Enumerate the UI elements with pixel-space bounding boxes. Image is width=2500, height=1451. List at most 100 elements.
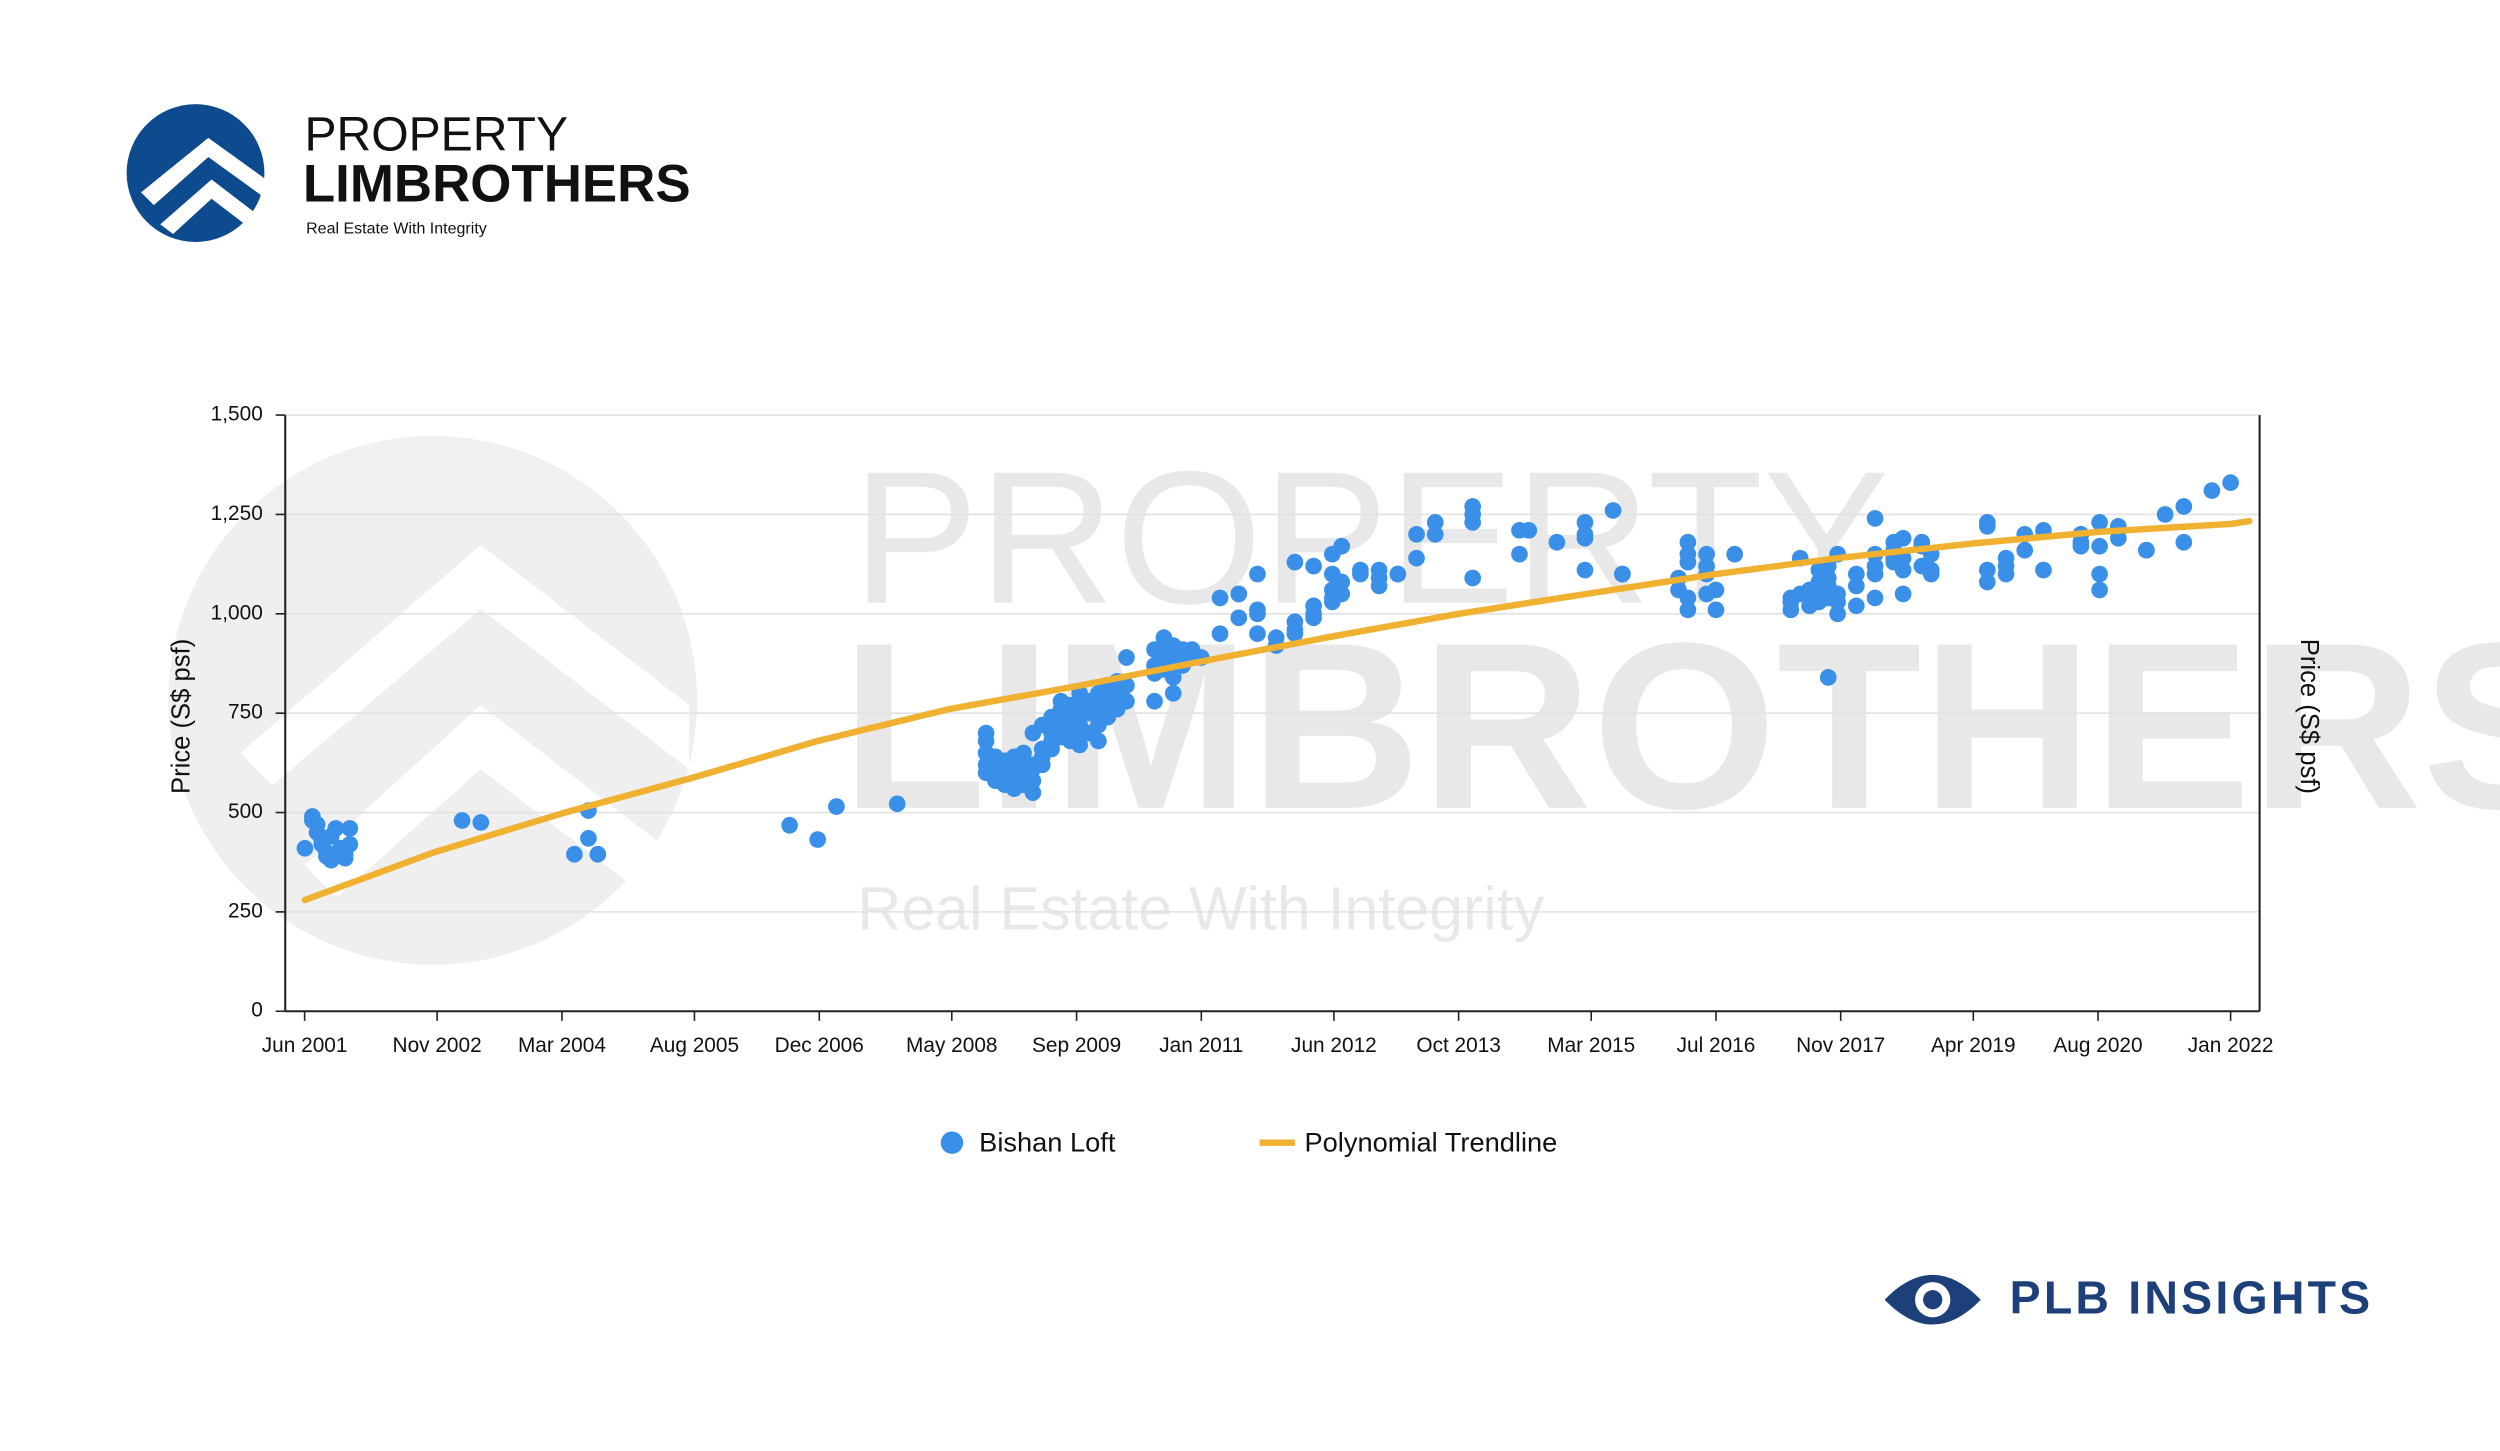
data-point xyxy=(2016,541,2034,559)
data-point xyxy=(1894,529,1912,547)
brand-tagline: Real Estate With Integrity xyxy=(306,219,487,237)
data-point xyxy=(888,795,906,813)
data-point xyxy=(1286,621,1304,639)
logo-chevron xyxy=(160,179,267,241)
data-point xyxy=(589,845,607,863)
data-point xyxy=(1847,577,1865,595)
footer-brand: PLB INSIGHTS xyxy=(2010,1272,2374,1324)
data-point xyxy=(1408,549,1425,567)
x-tick-label: Oct 2013 xyxy=(1416,1034,1501,1057)
data-point xyxy=(1922,565,1940,583)
x-tick-label: Apr 2019 xyxy=(1931,1034,2016,1057)
data-point xyxy=(1894,585,1912,603)
data-point xyxy=(1164,669,1182,686)
data-point xyxy=(1847,597,1865,615)
data-point xyxy=(2091,581,2108,599)
data-point xyxy=(1576,514,1594,531)
data-point xyxy=(296,839,314,857)
watermark-bottom: LIMBROTHERS xyxy=(841,594,2500,859)
data-point xyxy=(1464,569,1482,587)
x-tick-label: Jan 2011 xyxy=(1159,1034,1243,1057)
data-point xyxy=(1894,561,1912,579)
data-point xyxy=(472,814,490,831)
data-point xyxy=(1118,677,1135,694)
x-tick-label: Sep 2009 xyxy=(1032,1034,1121,1057)
data-point xyxy=(1090,732,1107,750)
data-point xyxy=(1978,518,1996,535)
y-tick-label: 500 xyxy=(228,800,263,823)
data-point xyxy=(1426,525,1444,543)
data-point xyxy=(1146,692,1163,710)
data-point xyxy=(1230,585,1248,603)
data-point xyxy=(1576,529,1594,547)
data-point xyxy=(341,835,359,853)
data-point xyxy=(1679,601,1697,619)
data-point xyxy=(2138,541,2155,559)
data-point xyxy=(1305,597,1322,615)
data-point xyxy=(1118,649,1135,666)
data-point xyxy=(1211,589,1229,607)
data-point xyxy=(828,798,845,815)
y-tick-label: 1,500 xyxy=(211,403,263,426)
x-tick-label: Mar 2004 xyxy=(518,1034,606,1057)
trend-line xyxy=(301,517,2253,904)
y-tick-label: 0 xyxy=(251,999,263,1022)
data-point xyxy=(2091,514,2108,531)
data-point xyxy=(1286,553,1304,571)
x-tick-label: Nov 2002 xyxy=(393,1034,482,1057)
data-point xyxy=(1819,669,1837,686)
data-point xyxy=(1033,756,1051,774)
data-point xyxy=(1305,557,1322,575)
watermark-logo xyxy=(168,435,698,965)
data-point xyxy=(336,849,354,867)
data-point xyxy=(1978,561,1996,579)
data-point xyxy=(1548,533,1566,551)
data-point xyxy=(1866,589,1884,607)
logo-chevron xyxy=(141,137,267,206)
data-point xyxy=(2175,498,2193,515)
data-point xyxy=(341,820,359,837)
brand-logo: PROPERTY LIMBROTHERS Real Estate With In… xyxy=(126,104,691,242)
data-point xyxy=(2222,474,2239,491)
data-point xyxy=(580,830,597,847)
data-point xyxy=(327,820,345,837)
data-point xyxy=(1389,565,1407,583)
data-point xyxy=(1604,502,1622,519)
data-point xyxy=(1679,533,1697,551)
data-point xyxy=(1267,629,1285,646)
data-point xyxy=(2156,506,2174,523)
data-point xyxy=(1866,565,1884,583)
data-point xyxy=(1408,525,1425,543)
data-point xyxy=(977,732,995,750)
data-point xyxy=(1333,573,1351,591)
watermark: PROPERTY LIMBROTHERS Real Estate With In… xyxy=(168,433,2500,965)
data-point xyxy=(2035,561,2052,579)
data-point xyxy=(1698,545,1715,563)
data-point xyxy=(1071,736,1089,754)
data-point xyxy=(2175,533,2193,551)
data-point xyxy=(1829,605,1846,623)
y-tick-label: 1,000 xyxy=(211,601,263,624)
data-point xyxy=(1511,545,1528,563)
data-point xyxy=(1024,784,1042,801)
data-point xyxy=(1707,581,1725,599)
data-point xyxy=(1024,772,1042,790)
x-tick-label: May 2008 xyxy=(906,1034,997,1057)
data-point xyxy=(1370,561,1388,579)
x-tick-label: Jun 2001 xyxy=(262,1034,348,1057)
data-point xyxy=(1866,510,1884,527)
data-point xyxy=(2091,537,2108,555)
x-tick-label: Jul 2016 xyxy=(1677,1034,1756,1057)
brand-name-top: PROPERTY xyxy=(304,108,568,162)
data-point xyxy=(1978,573,1996,591)
footer-logo: PLB INSIGHTS xyxy=(1884,1272,2374,1325)
data-point xyxy=(2203,482,2221,499)
data-point xyxy=(1352,561,1369,579)
data-point xyxy=(1015,744,1032,762)
data-point xyxy=(1576,561,1594,579)
data-point xyxy=(1426,514,1444,531)
y2-axis-label: Price (S$ psf) xyxy=(2295,639,2323,794)
data-point xyxy=(1249,565,1266,583)
